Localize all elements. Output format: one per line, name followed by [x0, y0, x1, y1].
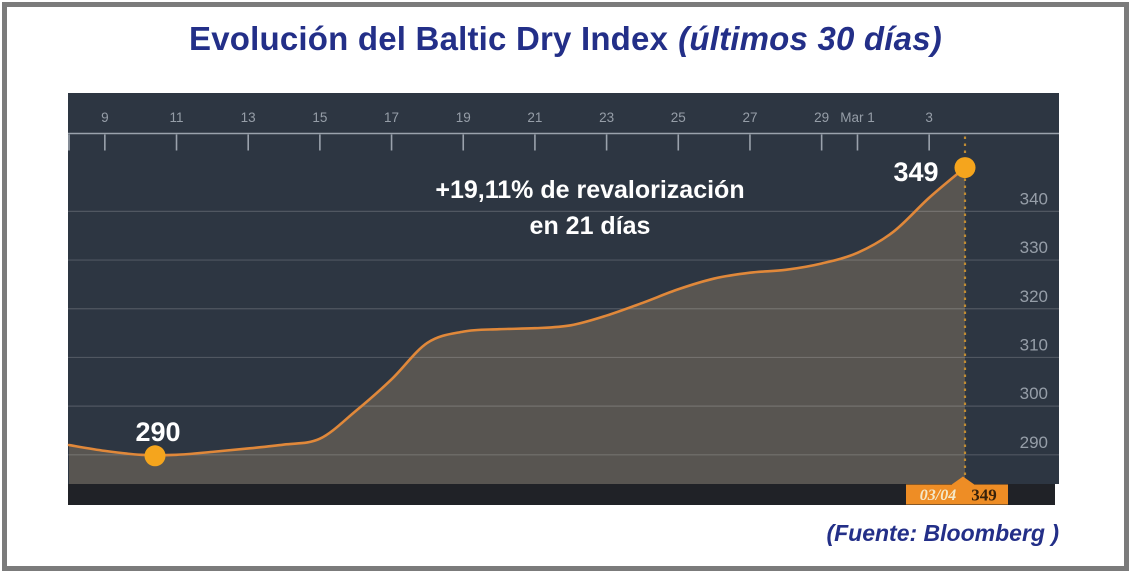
x-tick-label-29: 29	[814, 110, 829, 125]
x-tick-label-19: 19	[456, 110, 471, 125]
y-axis-label-340: 340	[1020, 189, 1048, 208]
y-axis-label-320: 320	[1020, 287, 1048, 306]
annotation-line1: +19,11% de revalorización	[435, 176, 745, 204]
x-tick-label-25: 25	[671, 110, 686, 125]
x-tick-label-11: 11	[170, 110, 184, 125]
x-tick-label-23: 23	[599, 110, 614, 125]
page-title: Evolución del Baltic Dry Index (últimos 3…	[0, 20, 1131, 58]
y-axis-label-310: 310	[1020, 335, 1048, 354]
x-tick-label-Mar 1: Mar 1	[840, 110, 875, 125]
x-tick-label-3: 3	[925, 110, 933, 125]
date-tag	[906, 484, 1008, 505]
x-tick-label-13: 13	[241, 110, 256, 125]
page-title-subtitle: (últimos 30 días)	[678, 20, 942, 57]
date-tag-value: 349	[971, 486, 997, 505]
area-fill	[69, 167, 965, 484]
x-tick-label-9: 9	[101, 110, 109, 125]
x-tick-label-15: 15	[312, 110, 327, 125]
x-tick-label-17: 17	[384, 110, 399, 125]
last-point-label: 349	[893, 157, 939, 187]
price-curve	[67, 166, 967, 457]
chart-background	[68, 93, 1059, 484]
marker-dot-290	[144, 445, 166, 467]
bottom-strip	[68, 484, 1055, 505]
x-tick-label-21: 21	[527, 110, 542, 125]
annotation-line2: en 21 días	[529, 212, 651, 240]
y-axis-label-300: 300	[1020, 384, 1048, 403]
x-tick-label-27: 27	[742, 110, 757, 125]
source-credit: (Fuente: Bloomberg )	[826, 520, 1059, 546]
date-tag-date: 03/04	[920, 487, 956, 504]
chart-annotation: +19,11% de revalorización en 21 días	[340, 172, 840, 244]
date-tag-pointer	[951, 476, 975, 485]
y-axis-label-290: 290	[1020, 433, 1048, 452]
y-axis-label-330: 330	[1020, 238, 1048, 257]
marker-dot-349	[954, 157, 976, 179]
min-point-label: 290	[135, 417, 181, 447]
page-title-main: Evolución del Baltic Dry Index	[189, 20, 669, 57]
